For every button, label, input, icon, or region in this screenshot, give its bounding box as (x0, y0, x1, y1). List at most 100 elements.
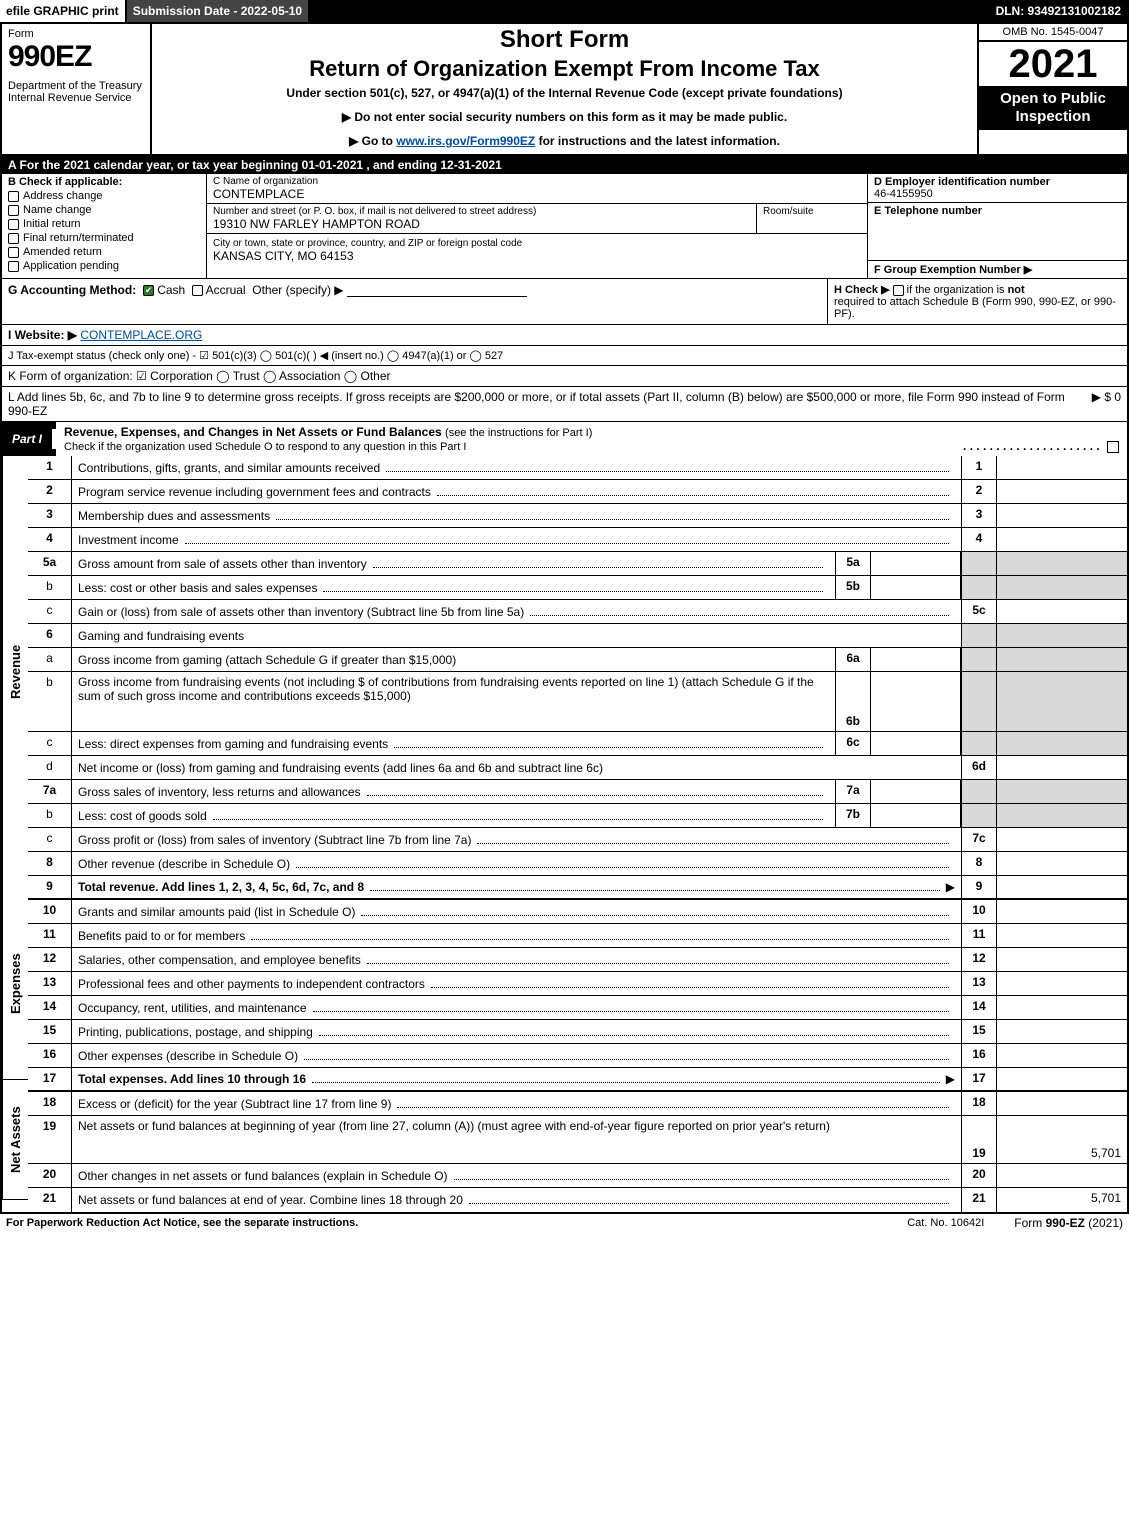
line-1: 1 Contributions, gifts, grants, and simi… (28, 456, 1127, 480)
department: Department of the Treasury Internal Reve… (8, 80, 144, 104)
tab-expenses: Expenses (2, 888, 28, 1080)
line-8: 8 Other revenue (describe in Schedule O)… (28, 852, 1127, 876)
tab-netassets: Net Assets (2, 1080, 28, 1200)
line-5a: 5a Gross amount from sale of assets othe… (28, 552, 1127, 576)
group-exempt-label: F Group Exemption Number ▶ (874, 264, 1032, 276)
line-19: 19 Net assets or fund balances at beginn… (28, 1116, 1127, 1164)
box-b: B Check if applicable: Address change Na… (2, 174, 207, 278)
footer-left: For Paperwork Reduction Act Notice, see … (6, 1217, 877, 1229)
part1-paren: (see the instructions for Part I) (445, 427, 592, 439)
checkbox-h-icon[interactable] (893, 285, 904, 296)
chk-address: Address change (8, 190, 200, 202)
line-l: L Add lines 5b, 6c, and 7b to line 9 to … (2, 387, 1127, 422)
line-9: 9 Total revenue. Add lines 1, 2, 3, 4, 5… (28, 876, 1127, 900)
line-12: 12 Salaries, other compensation, and emp… (28, 948, 1127, 972)
h-rest: required to attach Schedule B (Form 990,… (834, 296, 1116, 320)
line-14: 14 Occupancy, rent, utilities, and maint… (28, 996, 1127, 1020)
note-ssn: ▶ Do not enter social security numbers o… (162, 110, 967, 124)
g-h-row: G Accounting Method: Cash Accrual Other … (2, 279, 1127, 325)
part1-tag: Part I (2, 429, 56, 449)
line-6: 6 Gaming and fundraising events (28, 624, 1127, 648)
address-row: Number and street (or P. O. box, if mail… (207, 204, 867, 234)
city-label: City or town, state or province, country… (213, 238, 861, 249)
g-accrual: Accrual (206, 283, 246, 297)
line-17: 17 Total expenses. Add lines 10 through … (28, 1068, 1127, 1092)
checkbox-icon[interactable] (8, 247, 19, 258)
i-label: I Website: ▶ (8, 328, 77, 342)
g-cash: Cash (157, 283, 185, 297)
line-20: 20 Other changes in net assets or fund b… (28, 1164, 1127, 1188)
omb-number: OMB No. 1545-0047 (979, 24, 1127, 42)
line-15: 15 Printing, publications, postage, and … (28, 1020, 1127, 1044)
line-6d: d Net income or (loss) from gaming and f… (28, 756, 1127, 780)
l-value: ▶ $ 0 (1082, 390, 1121, 418)
checkbox-part1-icon[interactable] (1107, 441, 1119, 453)
submission-date: Submission Date - 2022-05-10 (127, 0, 310, 22)
g-label: G Accounting Method: (8, 283, 136, 297)
part1-checkline: Check if the organization used Schedule … (64, 441, 466, 453)
form-word: Form (8, 28, 144, 40)
line-21: 21 Net assets or fund balances at end of… (28, 1188, 1127, 1212)
checkbox-icon[interactable] (8, 191, 19, 202)
tab-revenue: Revenue (2, 456, 28, 888)
phone-label: E Telephone number (874, 205, 1121, 217)
schedule: 1 Contributions, gifts, grants, and simi… (28, 456, 1127, 1212)
topbar-spacer (310, 0, 987, 22)
line-a: A For the 2021 calendar year, or tax yea… (2, 156, 1127, 174)
box-d: D Employer identification number 46-4155… (868, 174, 1127, 203)
line-3: 3 Membership dues and assessments 3 (28, 504, 1127, 528)
h-text: if the organization is (907, 284, 1005, 296)
line-7a: 7a Gross sales of inventory, less return… (28, 780, 1127, 804)
checkbox-icon[interactable] (8, 219, 19, 230)
line-i: I Website: ▶ CONTEMPLACE.ORG (2, 325, 1127, 346)
checkbox-icon[interactable] (8, 261, 19, 272)
website-link[interactable]: CONTEMPLACE.ORG (80, 328, 202, 342)
line-4: 4 Investment income 4 (28, 528, 1127, 552)
dln: DLN: 93492131002182 (988, 0, 1129, 22)
tax-year: 2021 (979, 42, 1127, 86)
chk-pending: Application pending (8, 260, 200, 272)
checkbox-icon[interactable] (8, 205, 19, 216)
underline-field[interactable] (347, 283, 527, 297)
line-10: 10 Grants and similar amounts paid (list… (28, 900, 1127, 924)
form-container: Form 990EZ Department of the Treasury In… (0, 22, 1129, 1214)
line-7b: b Less: cost of goods sold 7b (28, 804, 1127, 828)
city-block: City or town, state or province, country… (207, 234, 867, 269)
vertical-tabs: Revenue Expenses Net Assets (2, 456, 28, 1212)
under-section: Under section 501(c), 527, or 4947(a)(1)… (162, 86, 967, 100)
short-form: Short Form (162, 26, 967, 54)
arrow-icon: ▶ (946, 880, 955, 894)
box-c: C Name of organization CONTEMPLACE Numbe… (207, 174, 867, 278)
header-middle: Short Form Return of Organization Exempt… (152, 24, 977, 154)
city-value: KANSAS CITY, MO 64153 (213, 249, 861, 263)
footer-right: Form 990-EZ (2021) (1014, 1216, 1123, 1230)
form-number: 990EZ (8, 40, 144, 74)
right-boxes: D Employer identification number 46-4155… (867, 174, 1127, 278)
line-g: G Accounting Method: Cash Accrual Other … (2, 279, 827, 324)
irs-link[interactable]: www.irs.gov/Form990EZ (396, 134, 535, 148)
h-pre: H Check ▶ (834, 284, 890, 296)
chk-name: Name change (8, 204, 200, 216)
line-5c: c Gain or (loss) from sale of assets oth… (28, 600, 1127, 624)
org-name-label: C Name of organization (213, 176, 861, 187)
checkbox-icon[interactable] (8, 233, 19, 244)
box-f: F Group Exemption Number ▶ (868, 261, 1127, 278)
schedule-wrap: Revenue Expenses Net Assets 1 Contributi… (2, 456, 1127, 1212)
ein-value: 46-4155950 (874, 188, 1121, 200)
line-5b: b Less: cost or other basis and sales ex… (28, 576, 1127, 600)
street-value: 19310 NW FARLEY HAMPTON ROAD (213, 217, 750, 231)
line-6a: a Gross income from gaming (attach Sched… (28, 648, 1127, 672)
org-name-block: C Name of organization CONTEMPLACE (207, 174, 867, 204)
part1-title-block: Revenue, Expenses, and Changes in Net As… (56, 422, 1127, 456)
line-j: J Tax-exempt status (check only one) - ☑… (2, 346, 1127, 366)
line-11: 11 Benefits paid to or for members 11 (28, 924, 1127, 948)
checkbox-accrual-icon[interactable] (192, 285, 203, 296)
line-18: 18 Excess or (deficit) for the year (Sub… (28, 1092, 1127, 1116)
part1-title: Revenue, Expenses, and Changes in Net As… (64, 425, 442, 439)
footer: For Paperwork Reduction Act Notice, see … (0, 1214, 1129, 1232)
street-block: Number and street (or P. O. box, if mail… (207, 204, 757, 233)
checkbox-cash-icon[interactable] (143, 285, 154, 296)
ein-label: D Employer identification number (874, 176, 1121, 188)
line-h: H Check ▶ if the organization is not req… (827, 279, 1127, 324)
l-text: L Add lines 5b, 6c, and 7b to line 9 to … (8, 390, 1082, 418)
